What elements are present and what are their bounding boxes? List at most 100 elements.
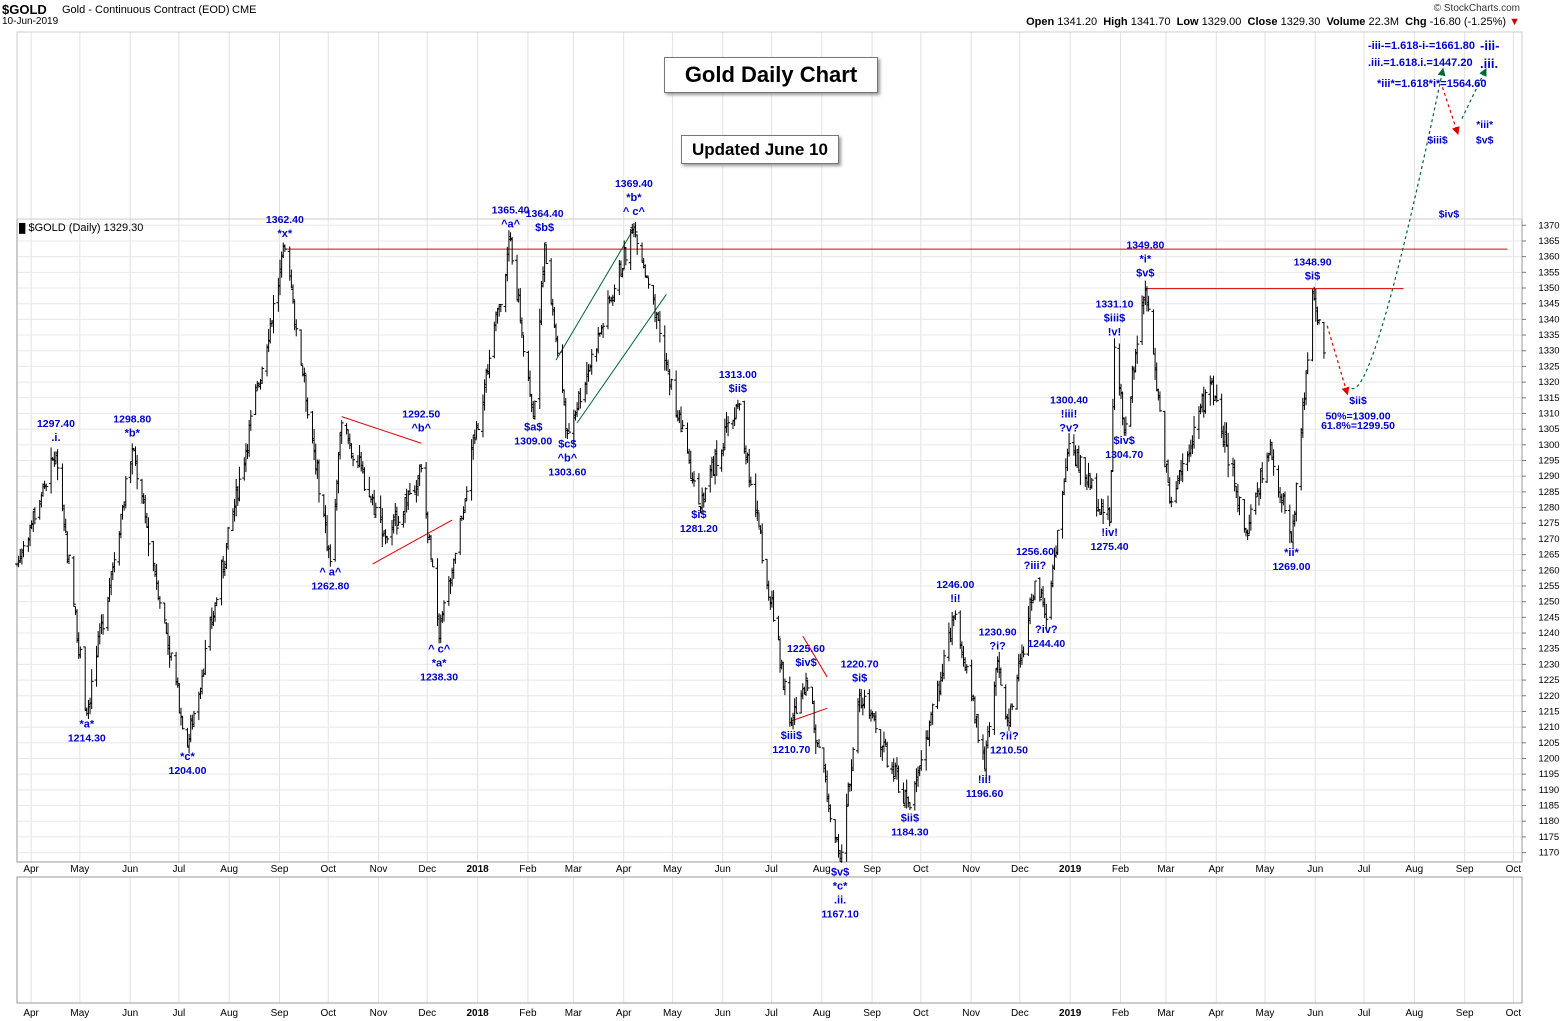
high-value: 1341.70 [1130,16,1171,28]
x-tick-label: May [70,1008,89,1019]
wave-label: 1304.70 [1105,449,1143,461]
x-tick-label: Apr [1209,864,1225,875]
x-tick-label: 2019 [1059,1008,1082,1019]
ohlc-bar [367,476,372,498]
wave-label: ?ii? [999,731,1019,743]
x-tick-label: Apr [23,864,39,875]
ohlc-bar [226,526,231,550]
ohlc-bar [555,335,560,357]
ohlc-bar [623,246,628,266]
ohlc-bar [805,679,810,692]
wave-label: $ii$ [901,813,919,825]
wave-label: ?iv? [1035,624,1058,636]
wave-label: 1184.30 [891,827,929,839]
x-tick-label: May [663,864,682,875]
ohlc-bar [290,284,295,304]
y-tick-label: 1225 [1538,675,1559,686]
wave-label: *x* [278,228,293,240]
ohlc-bar [657,311,662,343]
wave-label: $b$ [535,222,554,234]
ohlc-bar [1109,470,1114,524]
x-tick-label: Dec [418,864,436,875]
wave-label: $i$ [691,509,706,521]
ohlc-bar [703,487,708,502]
projection-arrow [1351,67,1446,390]
ohlc-bar [862,689,867,709]
ohlc-bar [1060,490,1065,539]
x-tick-label: Dec [1011,864,1029,875]
wave-label: *a* [79,719,94,731]
ohlc-bar [1029,593,1034,611]
wave-label: ^ c^ [428,643,451,655]
ohlc-bar [83,646,88,711]
volume-value: 22.3M [1368,16,1400,28]
x-tick-label: Sep [271,864,289,875]
ohlc-bar [998,667,1003,686]
projection-label: $ii$ [1349,395,1367,407]
x-tick-label: Dec [418,1008,436,1019]
ohlc-bar [1010,703,1015,711]
ohlc-bar [339,420,344,444]
wave-label: 1225.60 [787,643,825,655]
ohlc-bar [464,486,469,501]
ohlc-bar [162,602,167,623]
wave-label: $iii$ [781,730,802,742]
wave-label: !ii! [978,774,991,786]
ohlc-bar [1169,496,1174,508]
wave-label: 1364.40 [526,208,564,220]
down-arrow-icon: ▼ [1509,16,1520,28]
y-tick-label: 1355 [1538,267,1559,278]
x-tick-label: Sep [863,1008,881,1019]
x-tick-label: Aug [220,864,238,875]
ohlc-bar [66,554,71,565]
y-tick-label: 1245 [1538,612,1559,623]
header-exchange: CME [232,4,257,16]
x-tick-label: Sep [1456,864,1474,875]
ohlc-bar [146,517,151,557]
trendline-red [802,635,828,678]
wave-label: 1220.70 [841,659,879,671]
wave-label: !iv! [1101,527,1118,539]
projection-label: $v$ [1476,135,1494,147]
y-tick-label: 1205 [1538,738,1559,749]
ohlc-bar [987,722,992,738]
x-tick-label: Nov [962,864,980,875]
ohlc-bar [644,275,649,278]
ohlc-bar [612,284,617,303]
ohlc-bar [1123,416,1128,436]
y-tick-label: 1330 [1538,346,1559,357]
wave-label: $i$ [852,673,867,685]
y-tick-label: 1305 [1538,424,1559,435]
legend-icon: █ [19,223,26,233]
x-tick-label: Aug [1405,864,1423,875]
ohlc-bar [1245,529,1250,541]
y-tick-label: 1250 [1538,597,1559,608]
ohlc-bar [635,234,640,255]
x-tick-label: Feb [519,1008,537,1019]
x-tick-label: Oct [1506,864,1522,875]
wave-label: $a$ [524,422,542,434]
y-tick-label: 1285 [1538,487,1559,498]
wave-label: ?v? [1059,423,1079,435]
wave-label: ?i? [989,641,1006,653]
wave-label: 1303.60 [548,467,586,479]
ohlc-bar [78,646,83,659]
x-tick-label: May [663,1008,682,1019]
x-tick-label: Oct [1506,1008,1522,1019]
wave-label: $ii$ [729,383,747,395]
y-tick-label: 1210 [1538,722,1559,733]
ohlc-bar [891,758,896,782]
wave-label: 1204.00 [168,765,206,777]
wave-label: 1349.80 [1126,240,1164,252]
header-name: Gold - Continuous Contract (EOD) [62,4,230,16]
ohlc-bar [542,242,547,283]
chg-label: Chg [1405,16,1427,28]
x-tick-label: Sep [271,1008,289,1019]
ohlc-bar [1321,321,1326,359]
ohlc-bar [214,597,219,607]
y-tick-label: 1310 [1538,408,1559,419]
ohlc-bar [1237,496,1242,516]
ohlc-bar [589,348,594,375]
lower-panel-frame [16,876,1523,1004]
ohlc-bar [191,710,196,727]
